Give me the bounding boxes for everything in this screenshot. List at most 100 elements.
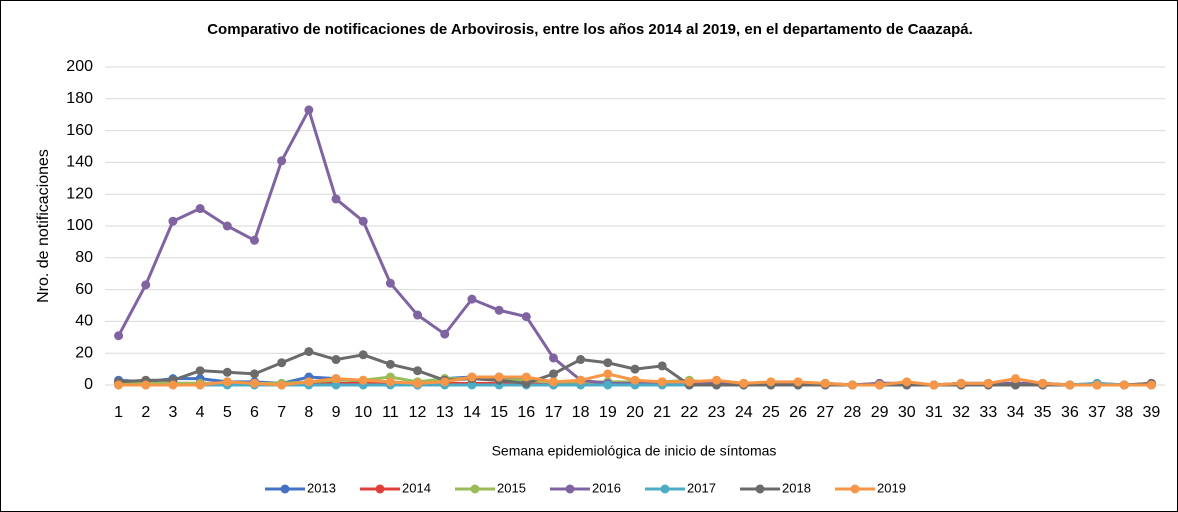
data-point xyxy=(413,378,423,388)
data-point xyxy=(277,358,287,368)
chart-title: Comparativo de notificaciones de Arbovir… xyxy=(207,21,973,38)
data-point xyxy=(331,380,341,390)
x-tick-label: 3 xyxy=(168,404,177,421)
data-point xyxy=(521,312,531,322)
data-point xyxy=(331,355,341,365)
data-point xyxy=(630,364,640,374)
y-tick-label: 200 xyxy=(66,58,93,75)
x-tick-label: 24 xyxy=(735,404,753,421)
data-point xyxy=(385,278,395,288)
data-point xyxy=(603,358,613,368)
data-point xyxy=(141,380,151,390)
x-tick-label: 20 xyxy=(626,404,644,421)
data-point xyxy=(494,305,504,315)
x-tick-label: 2 xyxy=(141,404,150,421)
y-tick-label: 80 xyxy=(75,249,93,266)
x-tick-label: 29 xyxy=(871,404,889,421)
legend-label: 2018 xyxy=(782,480,811,495)
x-tick-label: 21 xyxy=(653,404,671,421)
legend-label: 2017 xyxy=(687,480,716,495)
data-point xyxy=(413,310,423,320)
data-point xyxy=(576,355,586,365)
data-point xyxy=(277,380,287,390)
data-point xyxy=(548,369,558,379)
y-tick-label: 120 xyxy=(66,185,93,202)
x-tick-label: 1 xyxy=(114,404,123,421)
data-point xyxy=(467,294,477,304)
data-point xyxy=(657,361,667,371)
x-tick-label: 5 xyxy=(223,404,232,421)
data-point xyxy=(548,353,558,363)
data-point xyxy=(820,378,830,388)
data-point xyxy=(304,105,314,115)
data-point xyxy=(114,331,124,341)
data-point xyxy=(249,378,259,388)
legend-label: 2014 xyxy=(402,480,431,495)
data-point xyxy=(521,378,531,388)
data-point xyxy=(847,380,857,390)
legend-marker xyxy=(660,484,670,494)
data-point xyxy=(902,377,912,387)
x-tick-label: 36 xyxy=(1061,404,1079,421)
data-point xyxy=(222,221,232,231)
data-point xyxy=(141,280,151,290)
x-axis-label: Semana epidemiológica de inicio de sínto… xyxy=(492,443,777,459)
x-tick-label: 27 xyxy=(816,404,834,421)
data-point xyxy=(766,377,776,387)
data-point xyxy=(385,359,395,369)
data-point xyxy=(304,377,314,387)
data-point xyxy=(440,377,450,387)
data-point xyxy=(385,377,395,387)
x-tick-label: 23 xyxy=(708,404,726,421)
data-point xyxy=(1038,378,1048,388)
data-point xyxy=(440,329,450,339)
legend-marker xyxy=(280,484,290,494)
x-tick-label: 6 xyxy=(250,404,259,421)
data-point xyxy=(603,380,613,390)
data-point xyxy=(331,194,341,204)
x-tick-label: 28 xyxy=(844,404,862,421)
y-tick-label: 20 xyxy=(75,344,93,361)
y-tick-label: 60 xyxy=(75,281,93,298)
x-tick-label: 8 xyxy=(304,404,313,421)
y-tick-label: 140 xyxy=(66,154,93,171)
data-point xyxy=(413,366,423,376)
x-tick-label: 14 xyxy=(463,404,481,421)
x-tick-label: 37 xyxy=(1088,404,1106,421)
x-tick-label: 32 xyxy=(952,404,970,421)
x-tick-label: 18 xyxy=(572,404,590,421)
data-point xyxy=(1119,380,1129,390)
x-tick-label: 16 xyxy=(517,404,535,421)
x-tick-label: 35 xyxy=(1034,404,1052,421)
legend-marker xyxy=(375,484,385,494)
data-point xyxy=(521,372,531,382)
data-point xyxy=(875,380,885,390)
data-point xyxy=(195,366,205,376)
data-point xyxy=(195,204,205,214)
data-point xyxy=(1092,380,1102,390)
data-point xyxy=(222,367,232,377)
x-tick-label: 10 xyxy=(354,404,372,421)
data-point xyxy=(630,375,640,385)
data-point xyxy=(195,380,205,390)
x-tick-label: 31 xyxy=(925,404,943,421)
y-tick-label: 160 xyxy=(66,122,93,139)
x-tick-label: 34 xyxy=(1007,404,1025,421)
y-tick-label: 180 xyxy=(66,90,93,107)
data-point xyxy=(576,375,586,385)
data-point xyxy=(304,347,314,357)
data-point xyxy=(1065,380,1075,390)
x-tick-label: 17 xyxy=(545,404,563,421)
legend-marker xyxy=(755,484,765,494)
data-point xyxy=(1011,380,1021,390)
data-point xyxy=(358,375,368,385)
data-point xyxy=(712,375,722,385)
data-point xyxy=(358,216,368,226)
x-tick-label: 39 xyxy=(1143,404,1161,421)
y-axis-label: Nro. de notificaciones xyxy=(35,149,52,303)
x-tick-label: 13 xyxy=(436,404,454,421)
data-point xyxy=(168,380,178,390)
x-tick-label: 30 xyxy=(898,404,916,421)
